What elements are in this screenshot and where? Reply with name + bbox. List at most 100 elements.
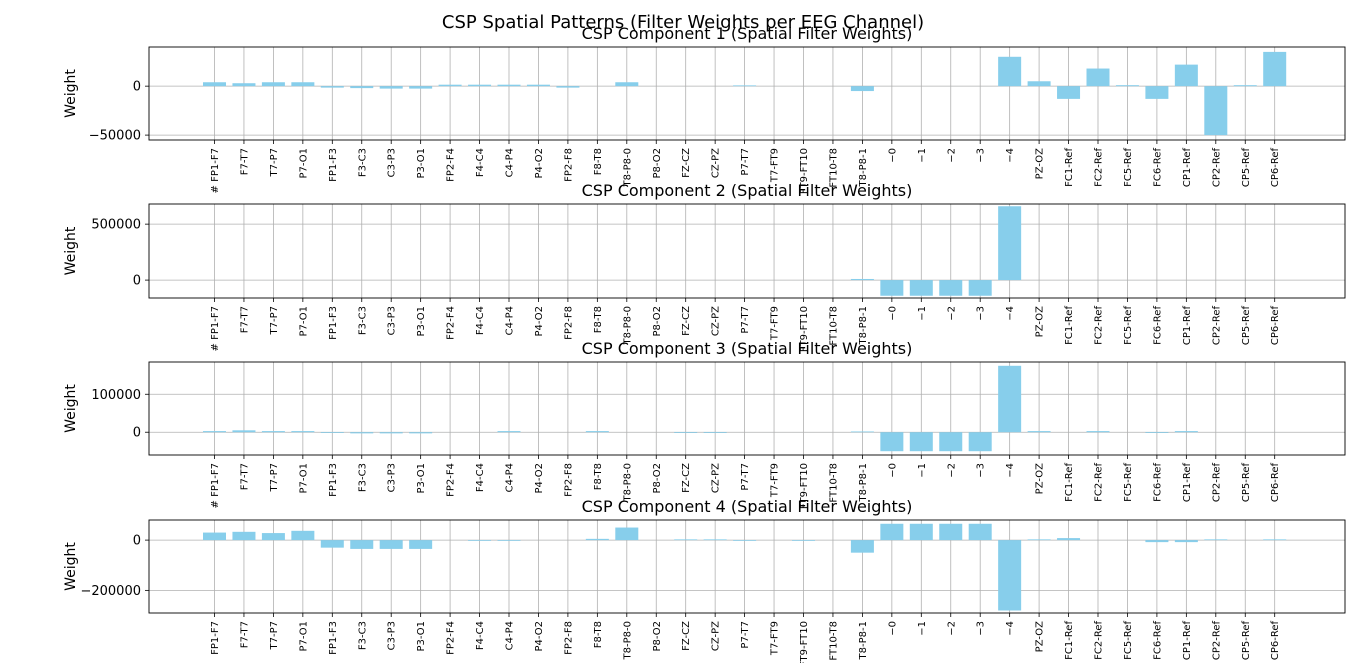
x-tick-label: FC1-Ref (1064, 621, 1075, 660)
x-tick-label: CP6-Ref (1270, 306, 1281, 346)
bar (261, 82, 285, 87)
x-tick-label: FT10-T8 (828, 148, 839, 188)
x-tick-label: FC2-Ref (1094, 621, 1105, 660)
bar (1145, 432, 1169, 433)
x-tick-label: CP1-Ref (1182, 621, 1193, 661)
x-tick-label: −4 (1005, 621, 1016, 636)
bar (320, 540, 344, 548)
bar (674, 432, 698, 433)
x-tick-label: T8-P8-0 (622, 463, 633, 502)
x-tick-label: −1 (917, 621, 928, 636)
x-tick-label: F3-C3 (357, 463, 368, 492)
bar (998, 540, 1022, 611)
x-tick-label: T8-P8-1 (858, 148, 869, 187)
bar (468, 540, 492, 541)
bar (998, 56, 1022, 87)
bar (526, 84, 550, 87)
x-tick-label: P8-O2 (652, 148, 663, 179)
x-tick-label: FZ-CZ (681, 306, 692, 336)
x-tick-label: F4-C4 (475, 306, 486, 335)
x-tick-label: CZ-PZ (711, 306, 722, 336)
y-tick-label: 0 (133, 274, 141, 289)
x-tick-label: P7-T7 (740, 621, 751, 649)
bar (909, 280, 933, 296)
x-tick-label: PZ-OZ (1035, 306, 1046, 337)
x-tick-label: FP1-F3 (328, 148, 339, 182)
bar (674, 539, 698, 541)
x-tick-label: F4-C4 (475, 621, 486, 650)
x-tick-label: PZ-OZ (1035, 148, 1046, 179)
x-tick-label: F7-T7 (239, 148, 250, 175)
bar (1145, 540, 1169, 543)
panel-component-2: 0 500000 # FP1-F7 F7-T7 T7-P7 P7-O1 FP1-F3 F3-C… (63, 181, 1346, 352)
x-tick-label: T8-P8-1 (858, 306, 869, 345)
x-tick-label: C4-P4 (505, 463, 516, 492)
x-tick-label: C4-P4 (505, 621, 516, 650)
bar (850, 86, 874, 92)
x-tick-label: FT9-FT10 (799, 306, 810, 352)
x-tick-label: FC2-Ref (1094, 148, 1105, 187)
x-tick-label: F4-C4 (475, 148, 486, 177)
x-tick-label: FT10-T8 (828, 621, 839, 661)
y-axis-label: Weight (63, 542, 79, 591)
x-tick-label: P8-O2 (652, 306, 663, 337)
x-tick-label: F8-T8 (593, 306, 604, 333)
bar (438, 84, 462, 87)
x-tick-label: FC6-Ref (1152, 306, 1163, 345)
x-tick-label: CP1-Ref (1182, 463, 1193, 503)
bar (909, 432, 933, 452)
bar (203, 532, 226, 541)
x-tick-label: CP2-Ref (1211, 148, 1222, 188)
axes-frame (148, 203, 1346, 299)
x-tick-label: P8-O2 (652, 621, 663, 652)
x-tick-label: −2 (946, 306, 957, 321)
bar (968, 432, 992, 452)
x-tick-label: P7-O1 (298, 463, 309, 494)
bar (850, 540, 874, 553)
bar (1233, 85, 1257, 87)
x-tick-label: FC6-Ref (1152, 148, 1163, 187)
x-tick-label: CP1-Ref (1182, 148, 1193, 188)
x-tick-label: FP2-F4 (446, 148, 457, 182)
x-tick-label: FC5-Ref (1123, 621, 1134, 660)
y-tick-label: 0 (133, 80, 141, 95)
x-tick-label: T7-P7 (269, 306, 280, 335)
x-tick-label: FT9-FT10 (799, 463, 810, 509)
bar (1057, 538, 1081, 541)
x-tick-label: −0 (887, 306, 898, 321)
y-axis-label: Weight (63, 384, 79, 433)
bar (615, 82, 639, 87)
bar (939, 280, 963, 296)
bar (1174, 540, 1198, 543)
x-tick-label: PZ-OZ (1035, 621, 1046, 652)
x-tick-label: F4-C4 (475, 463, 486, 492)
x-tick-label: P7-O1 (298, 306, 309, 337)
bar (350, 86, 374, 89)
y-tick-label: 0 (133, 534, 141, 549)
x-tick-label: −2 (946, 463, 957, 478)
x-tick-label: P4-O2 (534, 148, 545, 179)
x-tick-label: # FP1-F7 (210, 463, 221, 508)
x-tick-label: −3 (976, 621, 987, 636)
bar (998, 206, 1022, 281)
bar (939, 432, 963, 452)
bar (1057, 86, 1081, 99)
bar (1174, 431, 1198, 433)
bar (585, 538, 609, 541)
y-tick-label: 500000 (91, 218, 141, 233)
x-tick-label: −3 (976, 463, 987, 478)
x-tick-label: F3-C3 (357, 306, 368, 335)
x-tick-label: FT10-T8 (828, 306, 839, 346)
x-tick-label: CP2-Ref (1211, 463, 1222, 503)
x-tick-label: FZ-CZ (681, 621, 692, 651)
axes-frame (148, 46, 1346, 141)
x-tick-label: −3 (976, 306, 987, 321)
x-tick-label: P8-O2 (652, 463, 663, 494)
x-tick-label: FP2-F8 (563, 148, 574, 182)
x-tick-label: C3-P3 (387, 148, 398, 177)
axes-frame (148, 519, 1346, 614)
bar (733, 540, 757, 541)
panel-title: CSP Component 2 (Spatial Filter Weights) (582, 181, 913, 200)
bar (203, 82, 226, 87)
x-tick-label: CP6-Ref (1270, 148, 1281, 188)
